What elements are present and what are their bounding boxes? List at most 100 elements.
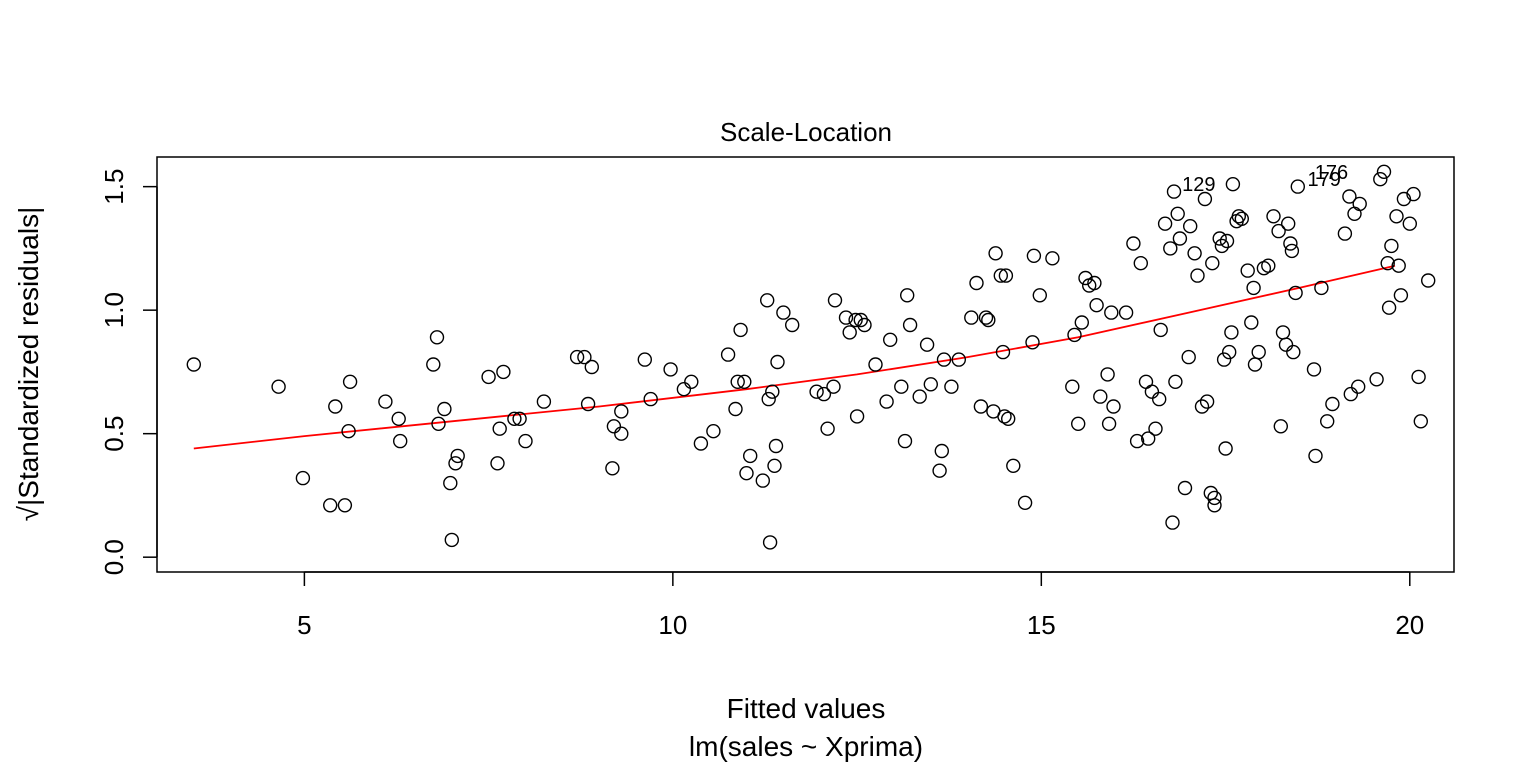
- scatter-point: [341, 424, 356, 439]
- scatter-point: [492, 421, 507, 436]
- scatter-point: [868, 357, 883, 372]
- scatter-point: [883, 332, 898, 347]
- scatter-point: [879, 394, 894, 409]
- scatter-point: [993, 268, 1008, 283]
- scatter-point: [857, 317, 872, 333]
- scatter-point: [1087, 275, 1102, 291]
- scatter-point: [951, 352, 966, 367]
- scatter-point: [761, 391, 776, 407]
- scatter-point: [1278, 337, 1294, 352]
- scatter-point: [429, 330, 445, 345]
- scatter-point: [1207, 490, 1222, 506]
- scatter-point: [1391, 258, 1406, 273]
- scatter-point: [1170, 206, 1185, 222]
- scatter-point: [444, 532, 459, 548]
- scatter-point: [676, 382, 692, 397]
- scatter-point: [706, 424, 721, 439]
- scatter-point: [1006, 458, 1021, 473]
- scatter-point: [1290, 179, 1306, 194]
- scatter-point: [720, 347, 736, 362]
- scatter-point: [1214, 238, 1230, 254]
- scatter-point: [481, 369, 496, 385]
- scatter-point: [393, 433, 408, 449]
- scatter-point: [1314, 280, 1329, 296]
- scatter-point: [1225, 176, 1241, 192]
- scatter-point: [900, 288, 915, 303]
- scatter-point: [614, 426, 629, 441]
- scatter-point: [997, 409, 1012, 424]
- scatter-point: [1280, 216, 1296, 231]
- scatter-point: [1166, 184, 1182, 199]
- scatter-point: [1396, 191, 1412, 207]
- scatter-point: [1172, 231, 1188, 246]
- scatter-point: [518, 433, 533, 449]
- x-axis-label: Fitted values: [727, 693, 886, 724]
- scatter-point: [1129, 433, 1145, 449]
- scatter-point: [1106, 399, 1121, 414]
- scatter-point: [1384, 238, 1399, 254]
- scatter-point: [378, 394, 393, 409]
- scatter-point: [1240, 263, 1255, 278]
- scatter-point: [1221, 344, 1237, 360]
- scatter-point: [1168, 374, 1183, 389]
- scatter-point: [577, 349, 592, 365]
- scatter-point: [739, 466, 754, 481]
- scatter-point: [1283, 236, 1298, 251]
- scatter-point: [1207, 498, 1222, 513]
- scatter-point: [1194, 399, 1210, 414]
- scatter-point: [1413, 414, 1429, 429]
- scatter-point: [1218, 441, 1233, 456]
- y-tick-label: 0.5: [99, 416, 129, 452]
- scatter-point: [1261, 258, 1276, 273]
- scatter-point: [693, 436, 709, 451]
- scatter-point: [342, 374, 358, 389]
- scatter-point: [448, 456, 463, 471]
- scatter-point: [934, 443, 949, 459]
- scatter-point: [762, 535, 778, 550]
- scatter-point: [767, 458, 782, 473]
- scatter-point: [186, 357, 202, 372]
- scatter-point: [1286, 344, 1301, 360]
- scatter-point: [1308, 448, 1323, 464]
- scatter-point: [743, 448, 758, 464]
- scatter-point: [1369, 372, 1384, 387]
- model-formula-label: lm(sales ~ Xprima): [689, 731, 923, 762]
- scatter-point: [826, 379, 841, 394]
- scatter-point: [932, 463, 947, 478]
- scatter-point: [760, 293, 775, 308]
- scatter-point: [450, 448, 465, 464]
- scatter-point: [1126, 236, 1141, 251]
- scatter-point: [730, 374, 745, 389]
- scatter-point: [919, 337, 935, 352]
- scatter-point: [271, 379, 286, 394]
- scatter-point: [776, 305, 791, 320]
- scatter-point: [1025, 335, 1040, 350]
- scatter-point: [1319, 414, 1335, 429]
- scatter-point: [391, 411, 406, 426]
- scatter-point: [1380, 256, 1395, 271]
- scatter-point: [1288, 285, 1303, 301]
- x-tick-label: 15: [1027, 610, 1056, 640]
- scatter-point: [1212, 231, 1227, 246]
- scatter-points: [186, 164, 1436, 550]
- scatter-point: [1352, 196, 1367, 212]
- scatter-point: [897, 433, 913, 449]
- scatter-point: [1284, 243, 1300, 259]
- scatter-point: [1251, 344, 1266, 360]
- scatter-point: [849, 409, 865, 424]
- scatter-point: [1337, 226, 1353, 241]
- scatter-point: [1078, 270, 1093, 286]
- scatter-point: [1393, 288, 1409, 303]
- scatter-point: [684, 374, 699, 389]
- scatter-point: [1070, 416, 1086, 431]
- scatter-point: [923, 377, 938, 392]
- scatter-point: [426, 357, 441, 372]
- scatter-point: [1266, 209, 1281, 224]
- scatter-point: [1157, 216, 1173, 231]
- scatter-point: [944, 379, 959, 394]
- scatter-point: [820, 421, 835, 436]
- scatter-point: [973, 399, 989, 414]
- scatter-point: [1381, 300, 1397, 315]
- scatter-point: [1420, 273, 1436, 288]
